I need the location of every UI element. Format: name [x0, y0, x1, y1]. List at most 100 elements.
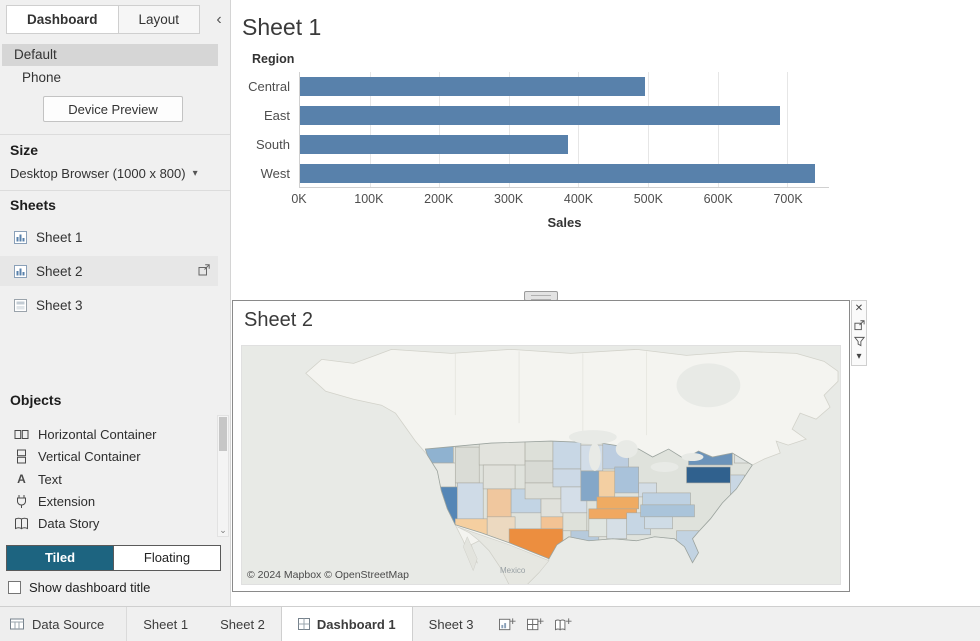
collapse-pane-icon[interactable]: ‹ — [216, 11, 222, 28]
use-as-filter-icon[interactable] — [853, 335, 865, 347]
size-dropdown[interactable]: Desktop Browser (1000 x 800) ▾ — [10, 166, 198, 181]
more-options-icon[interactable]: ▾ — [856, 351, 862, 362]
device-item-default[interactable]: Default — [2, 44, 218, 66]
objects-scrollbar[interactable]: ⌄ — [217, 415, 229, 537]
object-item-text[interactable]: A Text — [14, 468, 62, 490]
great-lakes — [568, 430, 704, 472]
bars — [300, 72, 829, 187]
category-label-central: Central — [248, 79, 290, 94]
worksheet-icon — [14, 264, 27, 278]
map-attribution: © 2024 Mapbox © OpenStreetMap — [247, 569, 409, 581]
divider — [0, 190, 230, 191]
object-item-vertical-container[interactable]: Vertical Container — [14, 445, 141, 467]
sidebar-item-sheet-1[interactable]: Sheet 1 — [0, 222, 218, 252]
data-source-tab[interactable]: Data Source — [0, 607, 128, 641]
hudson-bay — [676, 363, 741, 408]
floating-button[interactable]: Floating — [113, 546, 220, 570]
dashboard-canvas[interactable]: Sheet 1 Region Central East South West 0K 10… — [231, 0, 980, 606]
sheet2-container[interactable]: Sheet 2 — [232, 300, 850, 592]
gridline — [578, 72, 580, 187]
bar-row — [300, 159, 829, 188]
bar-west[interactable] — [300, 164, 816, 183]
sheet-item-label: Sheet 1 — [36, 229, 83, 245]
sheet-item-label: Sheet 2 — [36, 263, 83, 279]
go-to-sheet-icon[interactable] — [198, 264, 210, 276]
worksheet-icon — [14, 298, 27, 312]
gridline — [439, 72, 441, 187]
go-to-sheet-icon[interactable] — [853, 319, 865, 331]
north-america-choropleth-map[interactable] — [242, 346, 841, 585]
tab-dashboard[interactable]: Dashboard — [6, 5, 119, 34]
x-tick-label: 700K — [773, 192, 803, 206]
tab-label: Dashboard 1 — [316, 616, 396, 632]
object-item-data-story[interactable]: Data Story — [14, 512, 99, 534]
sidebar-item-sheet-3[interactable]: Sheet 3 — [0, 290, 218, 320]
sidebar-item-sheet-2[interactable]: Sheet 2 — [0, 256, 218, 286]
us-outline — [424, 440, 753, 564]
sheet1-title: Sheet 1 — [242, 14, 322, 40]
object-item-extension[interactable]: Extension — [14, 490, 95, 512]
device-item-phone[interactable]: Phone — [22, 70, 62, 85]
tab-layout[interactable]: Layout — [118, 5, 201, 34]
gridline — [717, 72, 719, 187]
tab-label: Sheet 1 — [143, 616, 189, 632]
x-tick-label: 0K — [291, 192, 307, 206]
x-tick-label: 400K — [563, 192, 594, 206]
baja-peninsula — [462, 536, 478, 572]
size-value: Desktop Browser (1000 x 800) — [10, 166, 186, 181]
dashboard-pane: Dashboard Layout ‹ Default Phone Device … — [0, 0, 231, 606]
data-story-icon — [15, 517, 28, 529]
worksheet-icon — [14, 230, 27, 244]
data-source-label: Data Source — [32, 616, 105, 632]
tab-sheet-1[interactable]: Sheet 1 — [127, 607, 204, 641]
divider — [0, 134, 230, 135]
x-axis: 0K 100K 200K 300K 400K 500K 600K 700K — [291, 192, 830, 208]
tab-label: Sheet 3 — [428, 616, 474, 632]
pane-tab-bar: Dashboard Layout ‹ — [6, 4, 228, 34]
gridline — [787, 72, 789, 187]
plot-area[interactable] — [299, 72, 829, 188]
region-column-header: Region — [252, 52, 295, 66]
show-dashboard-title-checkbox[interactable] — [8, 581, 21, 594]
bar-row — [300, 72, 829, 101]
new-tab-buttons — [496, 607, 576, 641]
object-item-label: Vertical Container — [38, 448, 141, 464]
map-viewport[interactable]: Mexico © 2024 Mapbox © OpenStreetMap — [241, 345, 841, 585]
objects-heading: Objects — [10, 392, 62, 408]
new-worksheet-icon[interactable] — [496, 612, 520, 636]
bar-south[interactable] — [300, 135, 568, 154]
object-item-horizontal-container[interactable]: Horizontal Container — [14, 423, 157, 445]
device-preview-button[interactable]: Device Preview — [43, 96, 183, 122]
vertical-container-icon — [17, 449, 26, 463]
x-tick-label: 100K — [354, 192, 384, 206]
scrollbar-thumb[interactable] — [219, 417, 227, 451]
category-label-south: South — [256, 137, 290, 152]
new-dashboard-icon[interactable] — [524, 612, 548, 636]
show-dashboard-title-label: Show dashboard title — [29, 580, 151, 595]
gridline — [508, 72, 510, 187]
object-item-label: Text — [38, 471, 62, 487]
tiled-button[interactable]: Tiled — [7, 546, 113, 570]
tab-sheet-3[interactable]: Sheet 3 — [413, 607, 490, 641]
x-axis-title: Sales — [547, 215, 582, 230]
workbook-tab-bar: Data Source Sheet 1 Sheet 2 Dashboard 1 … — [0, 606, 980, 641]
new-story-icon[interactable] — [552, 612, 576, 636]
remove-sheet-icon[interactable]: ✕ — [854, 303, 864, 314]
sheet2-mini-toolbar: ✕ ▾ — [851, 300, 867, 366]
tab-sheet-2[interactable]: Sheet 2 — [204, 607, 281, 641]
tab-dashboard-1[interactable]: Dashboard 1 — [280, 607, 413, 641]
x-tick-label: 500K — [633, 192, 663, 206]
bar-east[interactable] — [300, 106, 781, 125]
sheet-item-label: Sheet 3 — [36, 297, 83, 313]
bar-row — [300, 130, 829, 159]
bar-central[interactable] — [300, 77, 645, 96]
map-country-label: Mexico — [500, 566, 526, 575]
sheets-heading: Sheets — [10, 197, 56, 213]
category-axis: Central East South West — [235, 72, 299, 188]
object-item-label: Data Story — [38, 515, 100, 531]
scrollbar-down-icon[interactable]: ⌄ — [219, 525, 227, 535]
bar-row — [300, 101, 829, 130]
category-label-east: East — [263, 108, 290, 123]
mexico-region — [457, 526, 550, 584]
